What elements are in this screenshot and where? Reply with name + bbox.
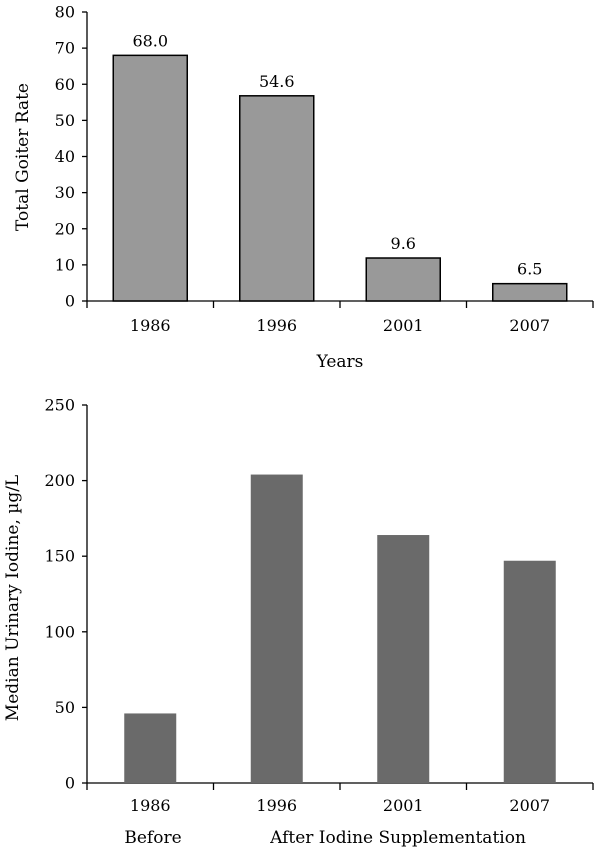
data-label-1986: 68.0 xyxy=(132,31,168,50)
bar-1996 xyxy=(250,474,303,783)
bar-2007 xyxy=(492,282,568,302)
y-tick-label: 200 xyxy=(44,471,75,490)
x-tick-label: 1996 xyxy=(256,796,297,815)
y-axis-title: Total Goiter Rate xyxy=(13,83,33,231)
bar-2001 xyxy=(377,535,430,783)
y-tick-label: 0 xyxy=(65,774,75,793)
y-tick-label: 0 xyxy=(65,292,75,311)
y-tick-label: 150 xyxy=(44,547,75,566)
bar-2001 xyxy=(365,257,441,302)
x-axis-ticks: 1986 1996 2001 2007 xyxy=(86,301,594,335)
y-tick-label: 60 xyxy=(55,75,75,94)
y-axis-ticks: 0 50 100 150 200 250 xyxy=(44,396,87,793)
y-tick-label: 20 xyxy=(55,219,75,238)
x-tick-label: 2007 xyxy=(509,796,550,815)
x-tick-label: 2001 xyxy=(383,316,424,335)
data-labels: 68.0 54.6 9.6 6.5 xyxy=(132,31,542,278)
x-tick-label: 2001 xyxy=(383,796,424,815)
y-axis-ticks: 0 10 20 30 40 50 60 70 80 xyxy=(55,3,87,311)
y-tick-label: 80 xyxy=(55,3,75,22)
y-tick-label: 250 xyxy=(44,396,75,415)
y-tick-label: 10 xyxy=(55,255,75,274)
y-axis-title: Median Urinary Iodine, µg/L xyxy=(3,475,23,721)
y-tick-label: 100 xyxy=(44,622,75,641)
bar-1986 xyxy=(124,713,177,783)
bar-1986 xyxy=(112,54,188,302)
goiter-rate-chart: 0 10 20 30 40 50 60 70 80 1986 1996 2001 2007 68.0 5… xyxy=(13,3,594,372)
y-tick-label: 50 xyxy=(55,698,75,717)
y-tick-label: 50 xyxy=(55,111,75,130)
x-tick-label: 1986 xyxy=(130,316,171,335)
data-label-2001: 9.6 xyxy=(391,234,416,253)
data-label-2007: 6.5 xyxy=(517,260,542,279)
bars xyxy=(124,474,556,783)
bar-1996 xyxy=(239,95,315,302)
x-axis-title: Years xyxy=(316,352,364,372)
data-label-1996: 54.6 xyxy=(259,72,295,91)
y-tick-label: 70 xyxy=(55,39,75,58)
bars xyxy=(112,54,568,302)
x-tick-label: 2007 xyxy=(509,316,550,335)
group-label-after: After Iodine Supplementation xyxy=(269,828,526,848)
x-axis-ticks: 1986 1996 2001 2007 xyxy=(86,783,594,815)
bar-2007 xyxy=(503,560,556,783)
y-tick-label: 40 xyxy=(55,147,75,166)
x-tick-label: 1986 xyxy=(130,796,171,815)
urinary-iodine-chart: 0 50 100 150 200 250 1986 1996 2001 2007 Median … xyxy=(3,396,594,848)
y-tick-label: 30 xyxy=(55,183,75,202)
group-label-before: Before xyxy=(124,828,181,848)
x-tick-label: 1996 xyxy=(256,316,297,335)
